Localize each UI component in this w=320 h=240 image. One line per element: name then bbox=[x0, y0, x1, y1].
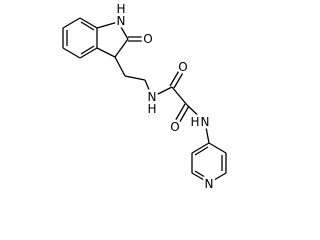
bonds bbox=[62, 17, 227, 184]
atom-label: O bbox=[178, 60, 187, 74]
atom-label: H bbox=[147, 102, 156, 116]
atom-label: N bbox=[201, 115, 210, 129]
atom-label: N bbox=[117, 14, 126, 28]
molecule-diagram: H N O N H O O N H N bbox=[62, 2, 227, 191]
atom-label: H bbox=[190, 115, 199, 129]
atom-label: H bbox=[116, 2, 125, 16]
atom-label: N bbox=[148, 90, 157, 104]
atom-label: O bbox=[170, 120, 179, 134]
atom-label: O bbox=[143, 32, 152, 46]
atom-label: N bbox=[205, 177, 214, 191]
